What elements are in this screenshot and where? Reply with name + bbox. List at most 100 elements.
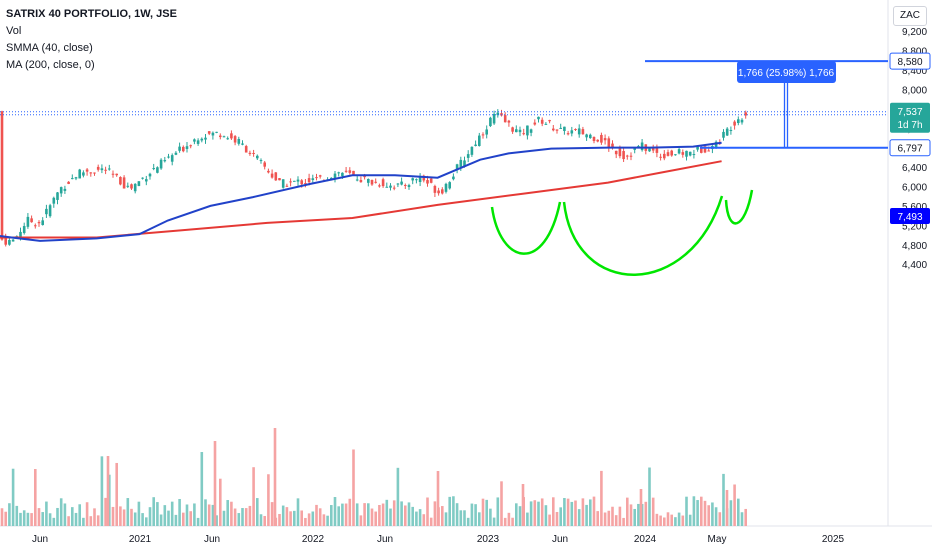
- candle[interactable]: [374, 178, 377, 184]
- ma-indicator-label[interactable]: MA (200, close, 0): [6, 59, 95, 71]
- candle[interactable]: [270, 169, 274, 179]
- candle[interactable]: [41, 217, 44, 226]
- candle[interactable]: [681, 149, 685, 158]
- candle[interactable]: [211, 131, 215, 140]
- pattern-cup-2[interactable]: [562, 195, 724, 276]
- candle[interactable]: [489, 116, 492, 128]
- candle[interactable]: [733, 120, 736, 130]
- candle[interactable]: [96, 164, 100, 172]
- candle[interactable]: [581, 126, 585, 135]
- candle[interactable]: [688, 151, 692, 157]
- candle[interactable]: [422, 174, 426, 183]
- current-price-label[interactable]: 7,537 1d 7h: [890, 102, 930, 133]
- candle[interactable]: [244, 144, 248, 153]
- candle[interactable]: [359, 176, 363, 183]
- candle[interactable]: [315, 173, 318, 181]
- candle[interactable]: [392, 185, 396, 191]
- candle[interactable]: [607, 136, 611, 152]
- candle[interactable]: [318, 174, 322, 179]
- candle[interactable]: [126, 182, 130, 188]
- candle[interactable]: [108, 164, 111, 171]
- candle[interactable]: [474, 140, 477, 147]
- candle[interactable]: [444, 182, 448, 194]
- candle[interactable]: [204, 134, 207, 144]
- candle[interactable]: [67, 181, 70, 185]
- time-axis[interactable]: Jun 2021 Jun 2022 Jun 2023 Jun 2024 May 2025: [32, 534, 845, 545]
- candle[interactable]: [640, 139, 644, 152]
- candle[interactable]: [226, 136, 229, 140]
- candle[interactable]: [452, 173, 455, 181]
- candle[interactable]: [478, 132, 481, 147]
- candle[interactable]: [233, 134, 237, 146]
- candle[interactable]: [34, 223, 37, 229]
- candle[interactable]: [389, 183, 392, 191]
- candle[interactable]: [367, 178, 370, 187]
- candle[interactable]: [666, 149, 670, 157]
- candle[interactable]: [130, 183, 133, 191]
- candle[interactable]: [348, 167, 352, 175]
- candle[interactable]: [22, 222, 26, 235]
- candle[interactable]: [448, 181, 451, 190]
- candle[interactable]: [148, 172, 152, 180]
- smma-indicator-label[interactable]: SMMA (40, close): [6, 42, 93, 54]
- measure-label[interactable]: 1,766 (25.98%) 1,766: [737, 61, 836, 83]
- candle[interactable]: [722, 129, 725, 141]
- candle[interactable]: [133, 183, 137, 194]
- candle[interactable]: [78, 168, 81, 179]
- candle[interactable]: [515, 125, 518, 133]
- candle[interactable]: [566, 130, 570, 136]
- candle[interactable]: [385, 182, 389, 188]
- candle[interactable]: [407, 183, 411, 190]
- candle[interactable]: [396, 183, 400, 188]
- candle[interactable]: [267, 168, 270, 174]
- candle[interactable]: [207, 131, 211, 136]
- volume-bars[interactable]: [0, 428, 747, 526]
- candle[interactable]: [355, 176, 359, 182]
- candle[interactable]: [552, 125, 555, 132]
- candle[interactable]: [596, 139, 599, 143]
- candle[interactable]: [378, 183, 381, 188]
- candle[interactable]: [215, 131, 218, 134]
- candle[interactable]: [485, 125, 488, 139]
- candle[interactable]: [333, 170, 337, 183]
- candle[interactable]: [740, 118, 744, 125]
- smma-line[interactable]: [0, 141, 722, 242]
- candle[interactable]: [563, 126, 566, 135]
- candle[interactable]: [529, 128, 533, 137]
- candle[interactable]: [89, 172, 93, 177]
- candle[interactable]: [115, 173, 118, 177]
- candle[interactable]: [189, 144, 192, 149]
- prev-close-label[interactable]: 7,493: [890, 208, 930, 224]
- candle[interactable]: [629, 152, 633, 161]
- candle[interactable]: [256, 154, 259, 161]
- candle[interactable]: [93, 172, 96, 176]
- candle[interactable]: [59, 186, 63, 197]
- candle[interactable]: [603, 134, 607, 145]
- candle[interactable]: [540, 117, 544, 127]
- candle[interactable]: [8, 237, 11, 246]
- candle[interactable]: [626, 154, 629, 160]
- candle[interactable]: [252, 149, 255, 157]
- candle[interactable]: [56, 191, 59, 205]
- candle[interactable]: [248, 150, 252, 156]
- candle[interactable]: [137, 181, 141, 187]
- candle[interactable]: [711, 145, 714, 154]
- candle[interactable]: [522, 128, 525, 136]
- candle[interactable]: [492, 110, 496, 125]
- candle[interactable]: [170, 153, 174, 166]
- candle[interactable]: [281, 179, 285, 189]
- candle[interactable]: [311, 174, 315, 183]
- candle[interactable]: [481, 132, 485, 139]
- candle[interactable]: [651, 144, 655, 154]
- currency-button[interactable]: ZAC: [893, 6, 927, 26]
- candle[interactable]: [466, 150, 470, 163]
- candle[interactable]: [574, 128, 577, 132]
- candle[interactable]: [241, 140, 244, 146]
- candle[interactable]: [614, 150, 618, 159]
- candle[interactable]: [663, 150, 666, 161]
- candle[interactable]: [674, 154, 677, 156]
- candle[interactable]: [685, 150, 688, 161]
- candle[interactable]: [404, 183, 407, 190]
- candle[interactable]: [11, 238, 15, 242]
- candle[interactable]: [692, 149, 696, 159]
